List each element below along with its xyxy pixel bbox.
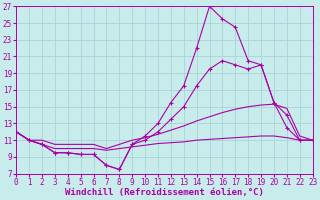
X-axis label: Windchill (Refroidissement éolien,°C): Windchill (Refroidissement éolien,°C) (65, 188, 264, 197)
